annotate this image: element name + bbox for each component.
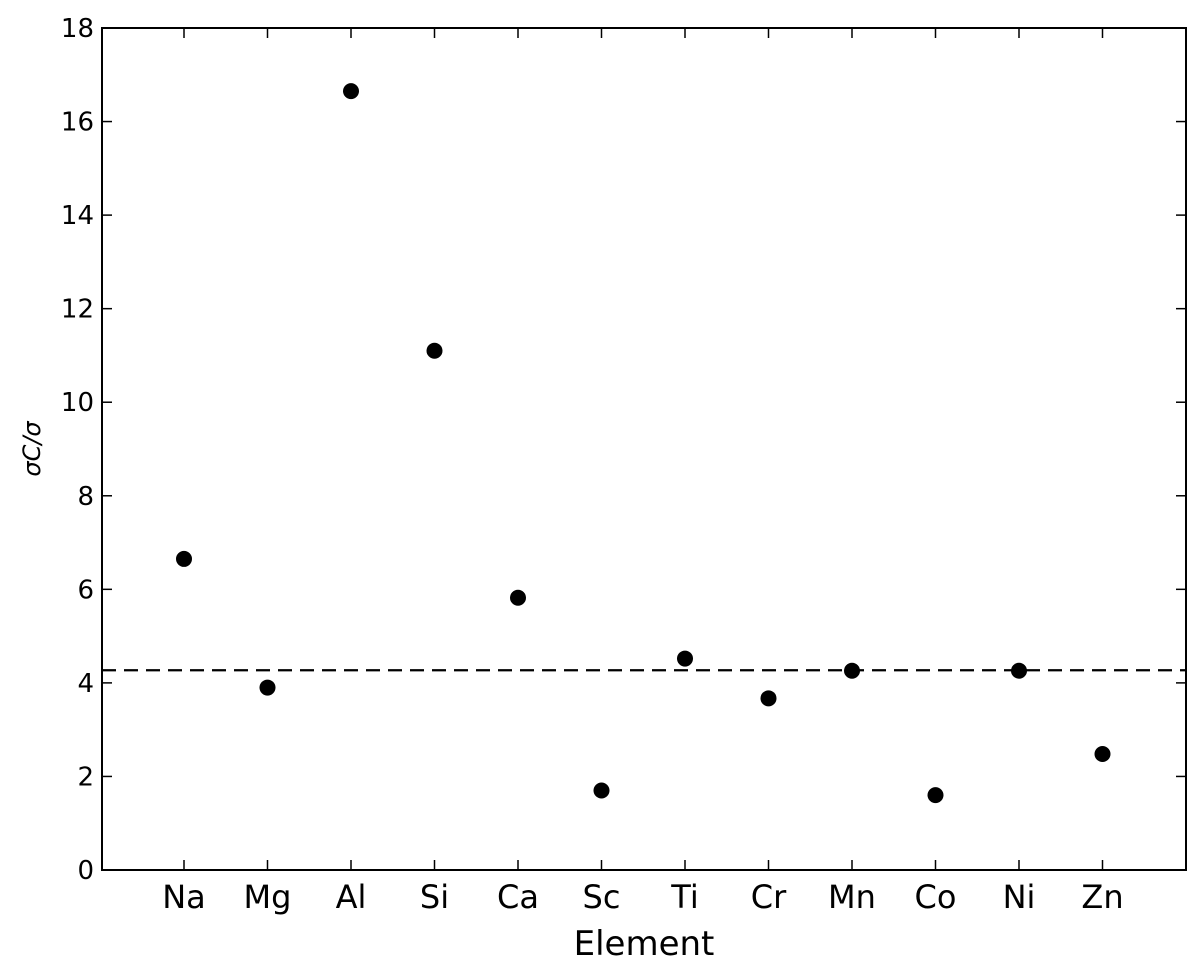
x-tick-label-ca: Ca xyxy=(497,878,539,916)
x-tick-label-cr: Cr xyxy=(751,878,787,916)
data-point-si xyxy=(426,342,443,359)
data-point-na xyxy=(176,550,192,567)
y-tick-label: 8 xyxy=(77,482,94,512)
y-tick-label: 14 xyxy=(61,201,94,231)
y-tick-label: 6 xyxy=(77,575,94,605)
data-point-ca xyxy=(510,589,526,606)
plot-frame xyxy=(101,27,1187,871)
y-tick-label: 2 xyxy=(77,762,94,792)
data-point-mn xyxy=(844,662,860,679)
data-point-zn xyxy=(1094,745,1111,762)
y-tick-label: 4 xyxy=(77,669,94,699)
x-tick-label-ni: Ni xyxy=(1003,878,1036,916)
data-point-al xyxy=(343,83,359,100)
y-tick-label: 16 xyxy=(61,108,94,138)
y-tick-label: 12 xyxy=(61,295,94,325)
data-point-co xyxy=(927,787,944,804)
x-tick-label-si: Si xyxy=(420,878,449,916)
y-axis: 0 2 4 6 8 10 12 14 16 18 xyxy=(61,14,1186,886)
x-tick-label-co: Co xyxy=(915,878,957,916)
y-axis-label: σC/σ xyxy=(18,421,46,477)
data-point-sc xyxy=(593,782,610,799)
x-axis-label: Element xyxy=(574,924,715,964)
x-tick-label-mg: Mg xyxy=(244,878,292,916)
data-points xyxy=(176,83,1111,804)
y-tick-label: 0 xyxy=(77,856,94,886)
x-tick-label-al: Al xyxy=(336,878,367,916)
data-point-cr xyxy=(760,690,777,707)
x-tick-label-ti: Ti xyxy=(670,878,698,916)
x-tick-label-zn: Zn xyxy=(1081,878,1123,916)
data-point-ti xyxy=(677,650,693,667)
y-tick-label: 10 xyxy=(61,388,94,418)
data-point-ni xyxy=(1011,662,1027,679)
x-tick-label-sc: Sc xyxy=(583,878,621,916)
y-axis-label-group: σC/σ xyxy=(18,421,46,477)
x-axis: Na Mg Al Si Ca Sc Ti Cr Mn Co Ni Zn xyxy=(162,28,1124,916)
y-tick-label: 18 xyxy=(61,14,94,44)
x-tick-label-mn: Mn xyxy=(828,878,876,916)
data-point-mg xyxy=(259,679,276,696)
x-tick-label-na: Na xyxy=(162,878,206,916)
